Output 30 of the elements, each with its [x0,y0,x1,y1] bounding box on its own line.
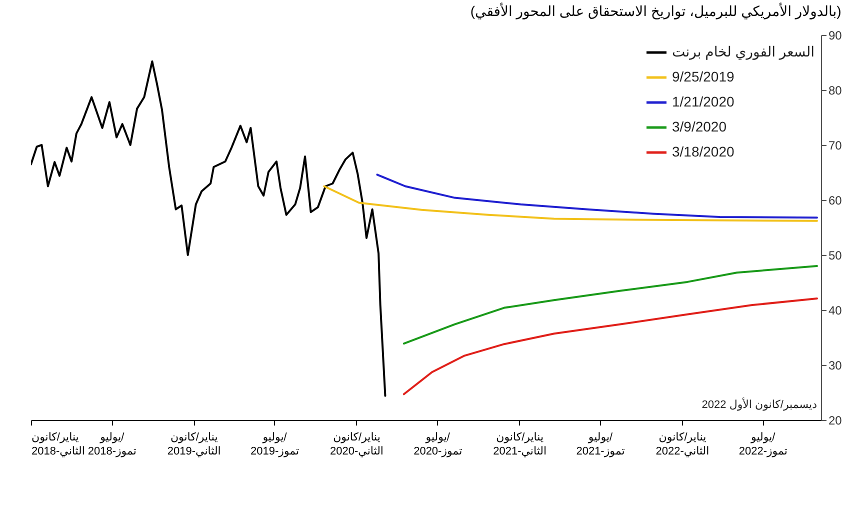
y-tick-label: 30 [828,358,842,372]
line-series [402,297,818,396]
x-tick-label: يناير/كانون الثاني-2018 [32,432,85,458]
legend-label: السعر الفوري لخام برنت [672,44,814,60]
legend-label: 1/21/2020 [672,94,734,110]
chart-title: (بالدولار الأمريكي للبرميل، تواريخ الاستحقاق على المحور الأفقي) [470,2,842,20]
annotation: ديسمبر/كانون الأول 2022 [702,397,818,411]
y-tick-label: 50 [828,248,842,262]
line-series [31,60,386,397]
x-tick-label: يوليو/ تموز-2022 [738,432,788,458]
legend-label: 9/25/2019 [672,68,734,84]
y-tick-label: 70 [828,138,842,152]
y-tick-label: 20 [828,414,842,428]
x-tick-label: يناير/كانون الثاني-2021 [493,432,547,458]
y-tick-label: 40 [828,304,842,318]
y-tick-label: 90 [828,28,842,42]
x-tick-label: يوليو/ تموز-2019 [250,432,300,458]
line-series [323,185,818,222]
x-tick-label: يناير/كانون الثاني-2022 [656,432,710,458]
line-series [376,174,818,219]
line-series [402,265,818,345]
x-tick-label: يوليو/ تموز-2020 [414,432,462,458]
x-tick-label: يوليو/ تموز-2021 [576,432,625,458]
y-tick-label: 60 [828,194,842,208]
legend-label: 3/9/2020 [672,118,727,134]
x-tick-label: يناير/كانون الثاني-2020 [330,432,384,458]
x-tick-label: يوليو/ تموز-2018 [88,432,136,458]
legend-label: 3/18/2020 [672,144,734,160]
x-tick-label: يناير/كانون الثاني-2019 [167,432,221,458]
y-tick-label: 80 [828,84,842,98]
